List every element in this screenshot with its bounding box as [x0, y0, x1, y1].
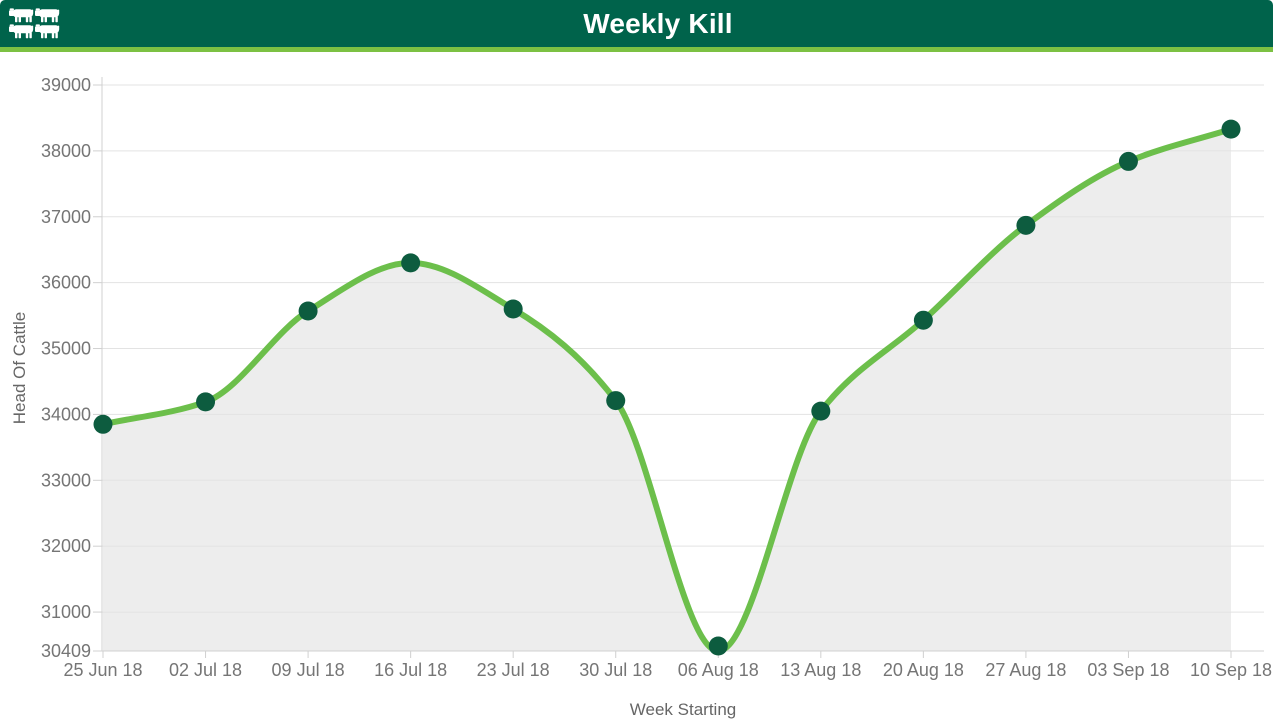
series-area	[103, 129, 1231, 651]
x-tick-label: 25 Jun 18	[63, 660, 142, 680]
data-point-marker[interactable]	[913, 310, 933, 330]
chart-canvas: 30409 31000 32000 33000 34000 35000 36000 37000…	[41, 75, 1272, 680]
x-tick-label: 16 Jul 18	[374, 660, 447, 680]
data-point-marker[interactable]	[401, 253, 421, 273]
y-tick-label: 31000	[41, 602, 91, 622]
x-tick-label: 02 Jul 18	[169, 660, 242, 680]
data-point-marker[interactable]	[1016, 215, 1036, 235]
app-header: Weekly Kill	[0, 0, 1273, 52]
x-tick-label: 10 Sep 18	[1190, 660, 1272, 680]
y-tick-label: 37000	[41, 207, 91, 227]
data-point-marker[interactable]	[1221, 119, 1241, 139]
x-axis-title: Week Starting	[629, 700, 737, 719]
data-point-marker[interactable]	[708, 636, 728, 656]
data-point-marker[interactable]	[1118, 151, 1138, 171]
y-tick-label: 33000	[41, 470, 91, 490]
cattle-logo-icon	[0, 8, 69, 39]
x-tick-label: 30 Jul 18	[579, 660, 652, 680]
y-tick-label: 39000	[41, 75, 91, 95]
x-tick-label: 23 Jul 18	[477, 660, 550, 680]
y-axis-title: Head Of Cattle	[10, 311, 29, 425]
data-point-marker[interactable]	[503, 299, 523, 319]
weekly-kill-chart: 30409 31000 32000 33000 34000 35000 36000 37000…	[0, 52, 1278, 722]
y-tick-label: 35000	[41, 339, 91, 359]
y-tick-label: 34000	[41, 404, 91, 424]
x-tick-label: 03 Sep 18	[1087, 660, 1169, 680]
y-tick-label: 36000	[41, 273, 91, 293]
data-point-marker[interactable]	[93, 414, 113, 434]
x-tick-label: 20 Aug 18	[883, 660, 964, 680]
data-point-marker[interactable]	[298, 301, 318, 321]
page-title: Weekly Kill	[583, 7, 733, 39]
data-point-marker[interactable]	[606, 391, 626, 411]
x-tick-label: 09 Jul 18	[272, 660, 345, 680]
y-tick-label: 32000	[41, 536, 91, 556]
y-tick-label: 30409	[41, 641, 91, 661]
y-tick-label: 38000	[41, 141, 91, 161]
data-point-marker[interactable]	[811, 401, 831, 421]
x-tick-label: 13 Aug 18	[780, 660, 861, 680]
x-tick-label: 27 Aug 18	[985, 660, 1066, 680]
x-tick-label: 06 Aug 18	[678, 660, 759, 680]
data-point-marker[interactable]	[196, 392, 216, 412]
